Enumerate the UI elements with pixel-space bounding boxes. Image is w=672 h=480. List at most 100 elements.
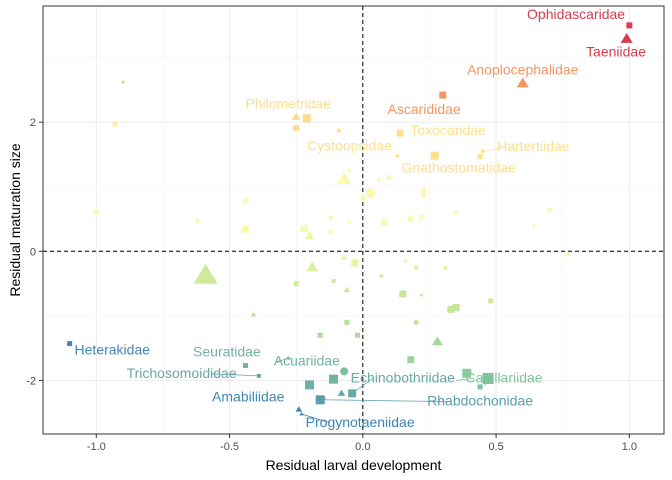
data-point-triangle [565,251,571,257]
data-point-triangle [516,77,529,88]
data-point-square [305,380,315,390]
data-point-square [399,290,407,298]
x-tick-label: 0.0 [355,441,370,453]
data-point-square [407,216,414,223]
data-point-triangle [337,171,352,184]
data-point-circle [365,188,376,199]
data-point-triangle [340,254,348,260]
y-tick-label: 0 [30,246,36,258]
data-point-diamond [395,153,400,159]
family-label: Echinobothriidae [351,369,456,385]
data-point-circle [419,293,423,297]
data-point-triangle [386,173,393,180]
x-axis-title: Residual larval development [266,457,442,473]
data-point-triangle [420,191,428,197]
data-point-square [430,151,439,160]
data-point-square [439,91,447,99]
data-point-square [243,198,249,204]
x-tick-label: -0.5 [220,441,239,453]
family-label: Capillariidae [466,369,543,385]
y-tick-label: -2 [26,375,36,387]
data-point-triangle [299,411,304,416]
data-point-triangle [343,286,351,293]
family-label: Amabiliidae [212,389,285,405]
data-point-square [336,128,341,133]
family-label: Heterakidae [75,342,151,358]
data-point-square [328,229,333,234]
label-leader-line [456,377,475,381]
x-tick-label: 1.0 [622,441,637,453]
data-point-triangle [304,230,315,240]
data-point-square [546,207,552,213]
data-point-square [381,219,388,226]
x-tick-label: 0.5 [488,441,503,453]
data-point-square [195,218,200,223]
data-point-square [482,372,494,384]
data-point-square [67,341,73,347]
data-point-square [454,210,459,215]
data-point-circle [531,223,535,227]
y-tick-label: 2 [30,117,36,129]
plot-panel-border [42,5,665,435]
data-point-square [351,259,359,267]
family-label: Progynotaeniidae [306,414,415,430]
data-point-triangle [306,261,319,272]
axis-ticks: -1.0 -0.5 0.0 0.5 1.0 -2 0 2 [26,117,637,453]
family-label: Seuratidae [193,344,261,360]
data-point-square [348,389,357,398]
data-point-diamond [413,319,420,326]
data-point-square [354,332,360,338]
data-point-circle [121,80,125,84]
data-point-square [328,215,333,220]
data-point-square [414,265,419,270]
data-point-circle [347,168,352,173]
data-point-square [93,209,99,215]
data-point-triangle [291,112,301,120]
data-point-square [344,319,350,325]
family-label: Taeniidae [586,43,646,59]
data-point-square [488,298,494,304]
data-point-square [242,225,250,233]
data-point-square [293,281,299,287]
data-point-square [331,279,336,284]
data-point-square [396,129,404,137]
family-label: Gnathostomatidae [402,160,517,176]
family-label: Anoplocephalidae [467,61,579,77]
family-label: Acuariidae [274,353,340,369]
data-point-square [447,305,455,313]
data-point-triangle [193,263,218,284]
data-point-square [626,22,633,29]
data-point-square [419,215,424,220]
family-label: Trichosomoididae [127,365,237,381]
label-leader-line [211,373,259,377]
data-point-square [300,225,308,233]
data-point-square [256,373,261,378]
data-points [67,22,633,416]
data-point-square [477,153,483,159]
reference-lines [43,6,664,434]
data-point-diamond [421,186,428,193]
data-point-circle [480,149,485,154]
data-point-triangle [337,389,346,396]
label-leader-line [485,146,504,152]
data-point-square [302,114,311,123]
y-axis-title: Residual maturation size [7,143,23,297]
data-point-square [462,368,472,378]
data-point-triangle [431,336,443,346]
data-point-circle [340,367,349,376]
data-point-circle [403,259,407,263]
data-point-triangle [376,176,382,181]
data-point-square [112,121,118,127]
family-label: Rhabdochonidae [427,393,533,409]
data-point-diamond [379,273,384,279]
data-point-triangle [286,355,291,360]
data-point-square [477,384,483,390]
data-point-circle [347,220,352,225]
label-leader-line [322,399,451,402]
data-point-triangle [620,32,633,43]
data-point-triangle [442,264,449,270]
data-point-triangle [250,311,257,317]
x-tick-label: -1.0 [87,441,106,453]
family-label: Cystoopsidae [307,138,392,154]
